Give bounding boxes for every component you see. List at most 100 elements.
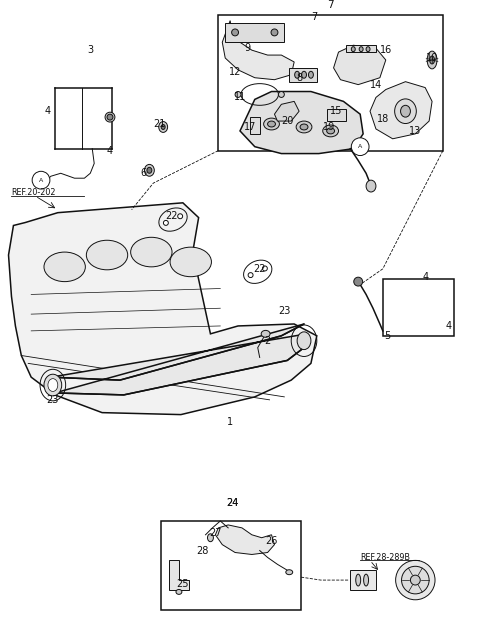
Text: 13: 13	[409, 126, 421, 136]
Ellipse shape	[278, 92, 284, 97]
Ellipse shape	[235, 92, 241, 97]
Polygon shape	[350, 570, 376, 590]
Ellipse shape	[107, 114, 113, 120]
Polygon shape	[225, 23, 284, 42]
Ellipse shape	[176, 590, 182, 594]
Ellipse shape	[44, 374, 62, 396]
Circle shape	[32, 171, 50, 189]
Polygon shape	[289, 68, 317, 82]
Text: 26: 26	[265, 536, 278, 545]
Ellipse shape	[267, 121, 276, 127]
Text: 5: 5	[384, 331, 391, 341]
Polygon shape	[347, 46, 376, 52]
Ellipse shape	[286, 569, 293, 574]
Polygon shape	[51, 324, 307, 395]
Ellipse shape	[207, 534, 214, 542]
Ellipse shape	[159, 121, 168, 132]
Text: 1: 1	[227, 418, 233, 427]
Text: 2: 2	[264, 336, 271, 346]
Polygon shape	[334, 46, 386, 85]
Text: 7: 7	[327, 0, 334, 10]
Text: A: A	[358, 144, 362, 149]
Ellipse shape	[395, 99, 416, 123]
Text: 21: 21	[153, 119, 166, 129]
Text: 23: 23	[47, 395, 59, 405]
Ellipse shape	[261, 331, 270, 337]
Ellipse shape	[364, 574, 369, 586]
Text: 22: 22	[165, 210, 177, 221]
Text: 18: 18	[377, 114, 389, 124]
Polygon shape	[216, 525, 275, 554]
Ellipse shape	[297, 332, 311, 349]
Ellipse shape	[354, 277, 362, 286]
Text: 24: 24	[226, 498, 238, 508]
Ellipse shape	[359, 47, 363, 52]
Ellipse shape	[248, 272, 253, 277]
Ellipse shape	[396, 561, 435, 600]
Ellipse shape	[263, 266, 267, 271]
Text: 4: 4	[422, 272, 428, 282]
Text: 19: 19	[323, 122, 335, 132]
Ellipse shape	[402, 566, 429, 594]
Bar	[161, 521, 301, 610]
Ellipse shape	[170, 247, 211, 277]
Text: 17: 17	[244, 122, 256, 132]
Polygon shape	[327, 109, 347, 121]
Circle shape	[351, 138, 369, 155]
Ellipse shape	[327, 128, 335, 134]
Text: 12: 12	[229, 67, 241, 77]
Bar	[383, 279, 454, 336]
Text: 15: 15	[330, 106, 343, 116]
Ellipse shape	[295, 71, 300, 78]
Ellipse shape	[366, 47, 370, 52]
Ellipse shape	[48, 379, 58, 391]
Ellipse shape	[356, 574, 360, 586]
Bar	[218, 15, 443, 150]
Ellipse shape	[351, 47, 355, 52]
Text: 9: 9	[245, 43, 251, 53]
Text: 25: 25	[177, 579, 189, 589]
Text: 22: 22	[253, 264, 266, 274]
Ellipse shape	[44, 252, 85, 282]
Ellipse shape	[400, 106, 410, 117]
Text: 28: 28	[196, 545, 209, 556]
Text: 11: 11	[234, 92, 246, 102]
Ellipse shape	[410, 575, 420, 585]
Ellipse shape	[271, 29, 278, 36]
Ellipse shape	[366, 180, 376, 192]
Text: 8: 8	[296, 73, 302, 83]
Ellipse shape	[264, 118, 279, 130]
Ellipse shape	[131, 237, 172, 267]
Text: 6: 6	[141, 168, 146, 178]
Ellipse shape	[301, 71, 307, 78]
Text: 16: 16	[380, 45, 392, 55]
Text: REF.28-289B: REF.28-289B	[360, 553, 410, 562]
Polygon shape	[275, 101, 299, 121]
Text: 3: 3	[87, 45, 93, 55]
Text: 10: 10	[426, 53, 438, 63]
Ellipse shape	[86, 240, 128, 270]
Text: 27: 27	[209, 528, 222, 538]
Text: 23: 23	[278, 306, 290, 316]
Ellipse shape	[430, 56, 434, 64]
Ellipse shape	[147, 167, 152, 173]
Ellipse shape	[300, 124, 308, 130]
Polygon shape	[240, 92, 363, 154]
Text: 14: 14	[370, 80, 382, 90]
Ellipse shape	[161, 125, 165, 130]
Text: 4: 4	[45, 106, 51, 116]
Text: REF.20-202: REF.20-202	[12, 188, 56, 197]
Ellipse shape	[105, 112, 115, 122]
Ellipse shape	[163, 221, 168, 226]
Ellipse shape	[232, 29, 239, 36]
Text: 4: 4	[107, 145, 113, 155]
Polygon shape	[9, 203, 317, 415]
Text: 4: 4	[446, 321, 452, 331]
Polygon shape	[250, 117, 260, 134]
Ellipse shape	[178, 214, 182, 219]
Polygon shape	[169, 561, 189, 590]
Ellipse shape	[296, 121, 312, 133]
Text: A: A	[39, 178, 43, 183]
Polygon shape	[222, 21, 294, 80]
Ellipse shape	[309, 71, 313, 78]
